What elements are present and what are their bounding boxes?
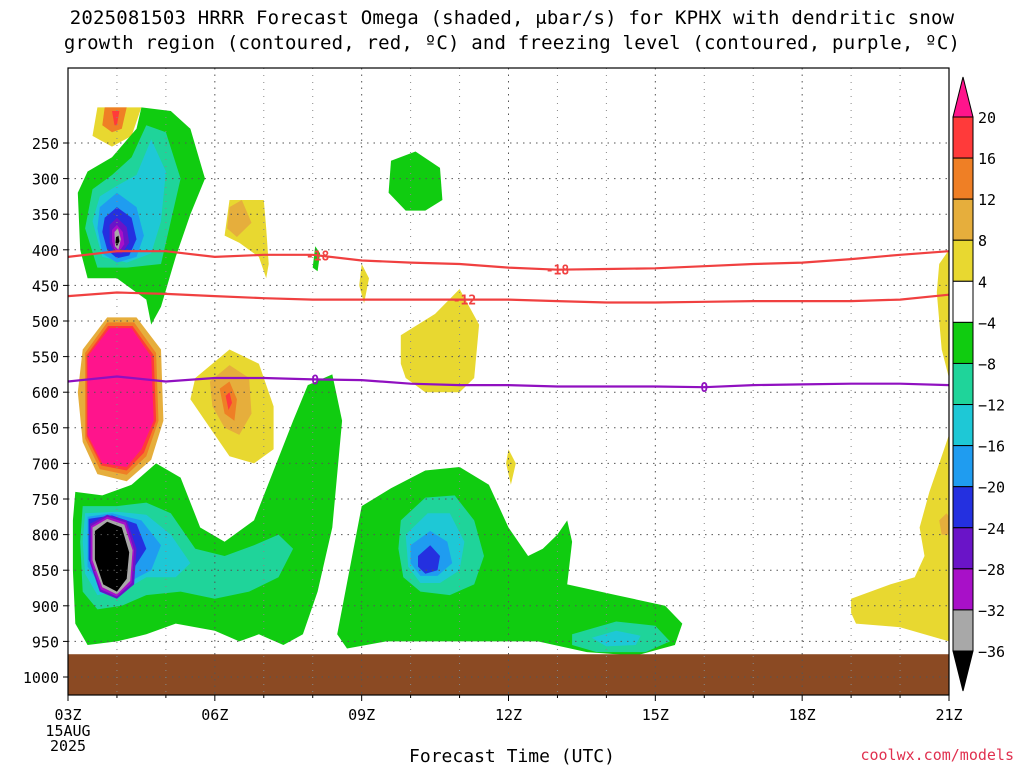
y-tick-label-250: 250 [32, 135, 59, 153]
colorbar-label-8: −16 [978, 438, 1005, 456]
omega-region-42 [591, 630, 641, 647]
colorbar-band-7 [952, 404, 974, 447]
colorbar-band-5 [952, 321, 974, 364]
y-tick-label-350: 350 [32, 206, 59, 224]
colorbar-label-7: −12 [978, 397, 1005, 415]
colorbar-band-8 [952, 445, 974, 488]
colorbar-label-2: 12 [978, 191, 996, 209]
omega-region-2 [112, 111, 120, 126]
omega-region-12 [312, 246, 321, 272]
colorbar-label-9: −20 [978, 479, 1005, 497]
contour-0 [68, 375, 949, 389]
grid-lines [68, 68, 949, 695]
omega-region-40 [418, 545, 440, 574]
omega-region-15 [227, 200, 252, 237]
colorbar-high-arrow [952, 76, 974, 118]
colorbar-label-4: 4 [978, 273, 987, 291]
title-line-2: growth region (contoured, red, ºC) and f… [63, 32, 961, 54]
omega-region-13 [388, 151, 443, 211]
y-tick-label-850: 850 [32, 562, 59, 580]
y-tick-label-650: 650 [32, 420, 59, 438]
y-tick-label-450: 450 [32, 277, 59, 295]
x-tick-label-9: 09Z [348, 706, 375, 724]
y-tick-label-1000: 1000 [23, 669, 59, 687]
colorbar-label-5: −4 [978, 314, 996, 332]
contour-label--12-0: -12 [453, 294, 476, 309]
x-tick-label-21: 21Z [935, 706, 962, 724]
x-tick-sub-1: 2025 [50, 737, 86, 755]
contour-label--18-0: -18 [306, 249, 330, 264]
y-tick-label-500: 500 [32, 313, 59, 331]
chart-title: 2025081503 HRRR Forecast Omega (shaded, … [0, 6, 1024, 56]
x-tick-sub-0: 15AUG [45, 722, 90, 740]
omega-region-43 [851, 434, 949, 642]
y-tick-label-550: 550 [32, 349, 59, 367]
colorbar-band-10 [952, 527, 974, 570]
y-tick-label-800: 800 [32, 527, 59, 545]
x-axis-label: Forecast Time (UTC) [409, 746, 615, 767]
colorbar-band-11 [952, 568, 974, 611]
y-tick-label-600: 600 [32, 384, 59, 402]
y-tick-label-750: 750 [32, 491, 59, 509]
x-tick-label-3: 03Z [54, 706, 81, 724]
x-tick-label-18: 18Z [789, 706, 816, 724]
y-tick-label-900: 900 [32, 598, 59, 616]
omega-region-45 [936, 249, 949, 378]
colorbar-label-6: −8 [978, 355, 996, 373]
colorbar-label-13: −36 [978, 643, 1005, 661]
colorbar-band-0 [952, 116, 974, 159]
temperature-contours: -18 -18 -12 0 0 [68, 249, 949, 396]
x-tick-label-12: 12Z [495, 706, 522, 724]
omega-region-16 [359, 264, 369, 304]
omega-region-26 [87, 328, 154, 467]
colorbar-label-10: −24 [978, 520, 1005, 538]
colorbar-band-2 [952, 198, 974, 241]
colorbar-label-3: 8 [978, 232, 987, 250]
colorbar-band-9 [952, 486, 974, 529]
colorbar-band-4 [952, 280, 974, 323]
site-credit: coolwx.com/models [860, 746, 1014, 764]
omega-shading [72, 107, 949, 656]
contour--12 [68, 291, 949, 304]
colorbar: 20 16 12 8 4 −4 −8 −12 −16 −20 −24 −28 −32 −36 [952, 76, 1005, 692]
y-tick-label-400: 400 [32, 242, 59, 260]
omega-region-44 [939, 513, 949, 535]
colorbar-band-3 [952, 239, 974, 282]
omega-region-22 [225, 392, 232, 410]
x-tick-label-15: 15Z [642, 706, 669, 724]
y-axis: 250 300 350 400 450 500 550 600 650 700 750 800 850 9… [23, 135, 68, 687]
colorbar-label-11: −28 [978, 561, 1005, 579]
omega-region-17 [400, 289, 480, 393]
y-tick-label-950: 950 [32, 633, 59, 651]
colorbar-band-12 [952, 609, 974, 652]
ground-band [68, 654, 949, 695]
contour-label--18-1: -18 [546, 264, 570, 279]
colorbar-low-arrow [952, 650, 974, 692]
y-tick-label-700: 700 [32, 455, 59, 473]
contour-label-0-1: 0 [700, 381, 708, 396]
colorbar-label-0: 20 [978, 109, 996, 127]
colorbar-label-1: 16 [978, 150, 996, 168]
contour--18 [68, 250, 949, 271]
title-line-1: 2025081503 HRRR Forecast Omega (shaded, … [69, 7, 955, 29]
colorbar-band-1 [952, 157, 974, 200]
colorbar-label-12: −32 [978, 602, 1005, 620]
x-tick-label-6: 06Z [201, 706, 228, 724]
contour-label-0-0: 0 [311, 373, 319, 388]
colorbar-band-6 [952, 362, 974, 406]
omega-region-35 [94, 521, 130, 592]
y-tick-label-300: 300 [32, 171, 59, 189]
